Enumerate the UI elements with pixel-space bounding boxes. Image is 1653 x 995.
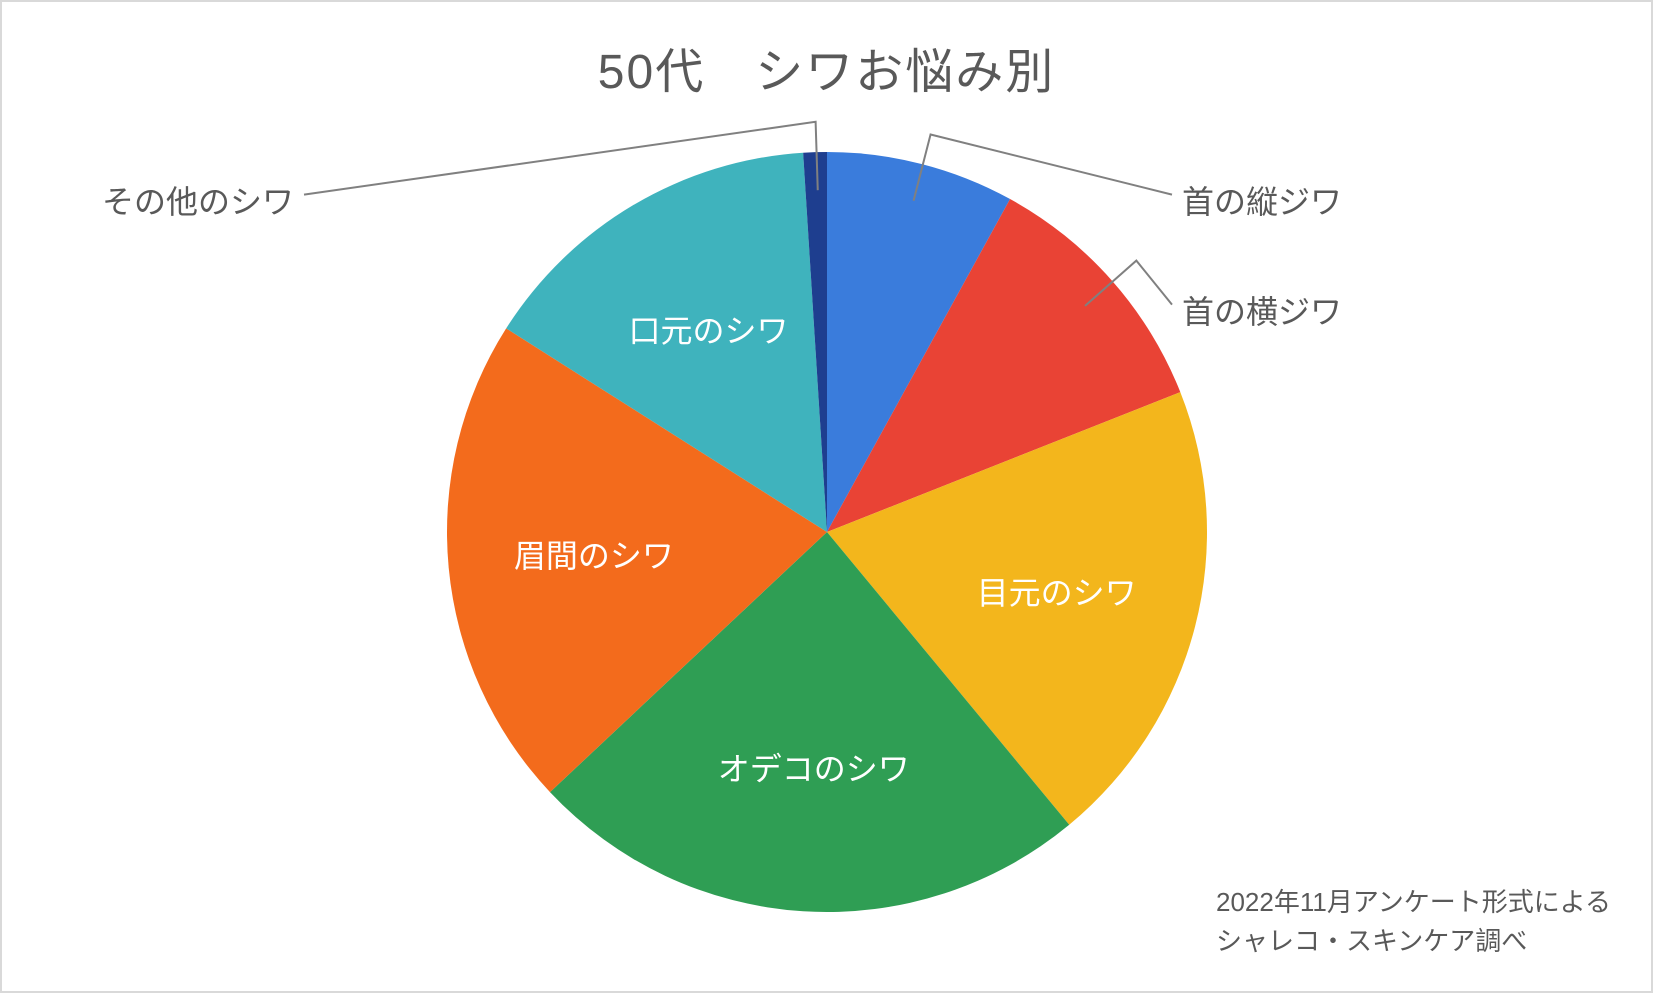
pie-svg: [447, 152, 1207, 912]
chart-footnote: 2022年11月アンケート形式による シャレコ・スキンケア調べ: [1216, 883, 1611, 961]
chart-frame: 50代 シワお悩み別 首の縦ジワ首の横ジワ目元のシワオデコのシワ眉間のシワ口元の…: [0, 0, 1653, 993]
footnote-line-1: 2022年11月アンケート形式による: [1216, 883, 1611, 922]
footnote-line-2: シャレコ・スキンケア調べ: [1216, 922, 1611, 961]
pie-chart: [447, 152, 1207, 912]
chart-title: 50代 シワお悩み別: [2, 32, 1651, 102]
callout-label: その他のシワ: [102, 177, 294, 223]
